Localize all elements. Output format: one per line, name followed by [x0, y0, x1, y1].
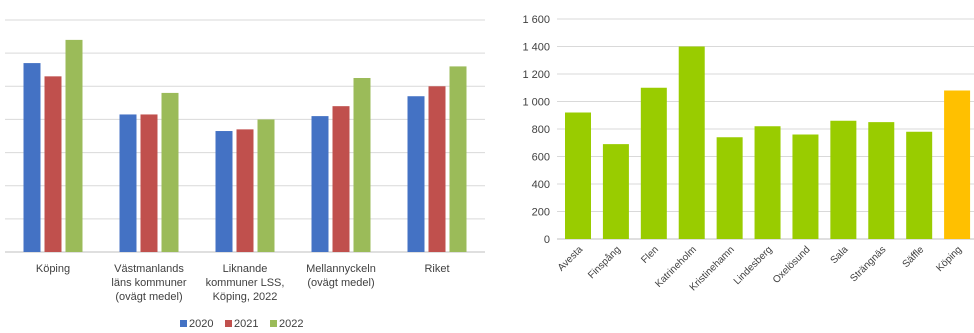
x-tick-label: Flen	[639, 244, 661, 266]
x-tick-label: Köping	[934, 244, 964, 274]
bar	[906, 131, 933, 239]
legend-swatch	[270, 320, 277, 327]
x-tick-label: Oxelösund	[771, 244, 813, 286]
y-tick-label: 800	[532, 124, 550, 136]
bar	[449, 66, 467, 253]
y-tick-label: 1 200	[522, 69, 550, 81]
bar	[792, 134, 819, 239]
bar	[678, 46, 705, 239]
bar	[565, 112, 591, 239]
bar	[44, 76, 62, 252]
bar	[353, 78, 371, 252]
x-tick-label: Avesta	[556, 244, 586, 274]
left-bar-chart: Köping Västmanlands läns kommuner (ovägt me…	[5, 19, 485, 330]
y-tick-label: 0	[544, 234, 550, 246]
y-tick-label: 1 000	[522, 97, 550, 109]
x-tick-label: Lindesberg	[732, 244, 775, 287]
bar	[311, 116, 329, 252]
bar	[754, 126, 781, 239]
x-tick-label: Strängnäs	[848, 244, 888, 284]
bar	[119, 114, 137, 252]
category-label: Riket	[424, 263, 449, 275]
bar	[215, 131, 233, 252]
x-tick-label: Säffle	[901, 244, 927, 270]
bar	[602, 144, 629, 239]
category-label: Västmanlands läns kommuner (ovägt medel)	[111, 263, 187, 303]
bar	[161, 92, 179, 253]
legend-label: 2021	[234, 318, 258, 330]
legend-label: 2022	[279, 318, 303, 330]
y-tick-label: 1 400	[522, 42, 550, 54]
y-tick-label: 1 600	[522, 14, 550, 26]
bar	[236, 129, 254, 252]
legend-swatch	[180, 320, 187, 327]
bar	[140, 114, 158, 252]
bar	[944, 90, 971, 239]
bar	[65, 39, 83, 253]
bar	[830, 120, 857, 239]
bar	[257, 119, 275, 252]
x-tick-label: Finspång	[585, 244, 623, 282]
bar	[640, 87, 667, 239]
y-tick-label: 200	[532, 207, 550, 219]
legend-swatch	[225, 320, 232, 327]
x-tick-label: Sala	[829, 244, 851, 266]
category-label: Mellannyckeln (ovägt medel)	[306, 263, 376, 289]
bar	[407, 96, 425, 252]
bar	[428, 86, 446, 253]
y-tick-label: 400	[532, 179, 550, 191]
category-label: Liknande kommuner LSS, Köping, 2022	[206, 263, 285, 303]
y-tick-label: 600	[532, 152, 550, 164]
legend-label: 2020	[189, 318, 213, 330]
bar	[23, 63, 41, 253]
bar	[716, 137, 743, 239]
bar	[332, 106, 350, 253]
category-label: Köping	[36, 263, 70, 275]
bar	[868, 122, 895, 239]
